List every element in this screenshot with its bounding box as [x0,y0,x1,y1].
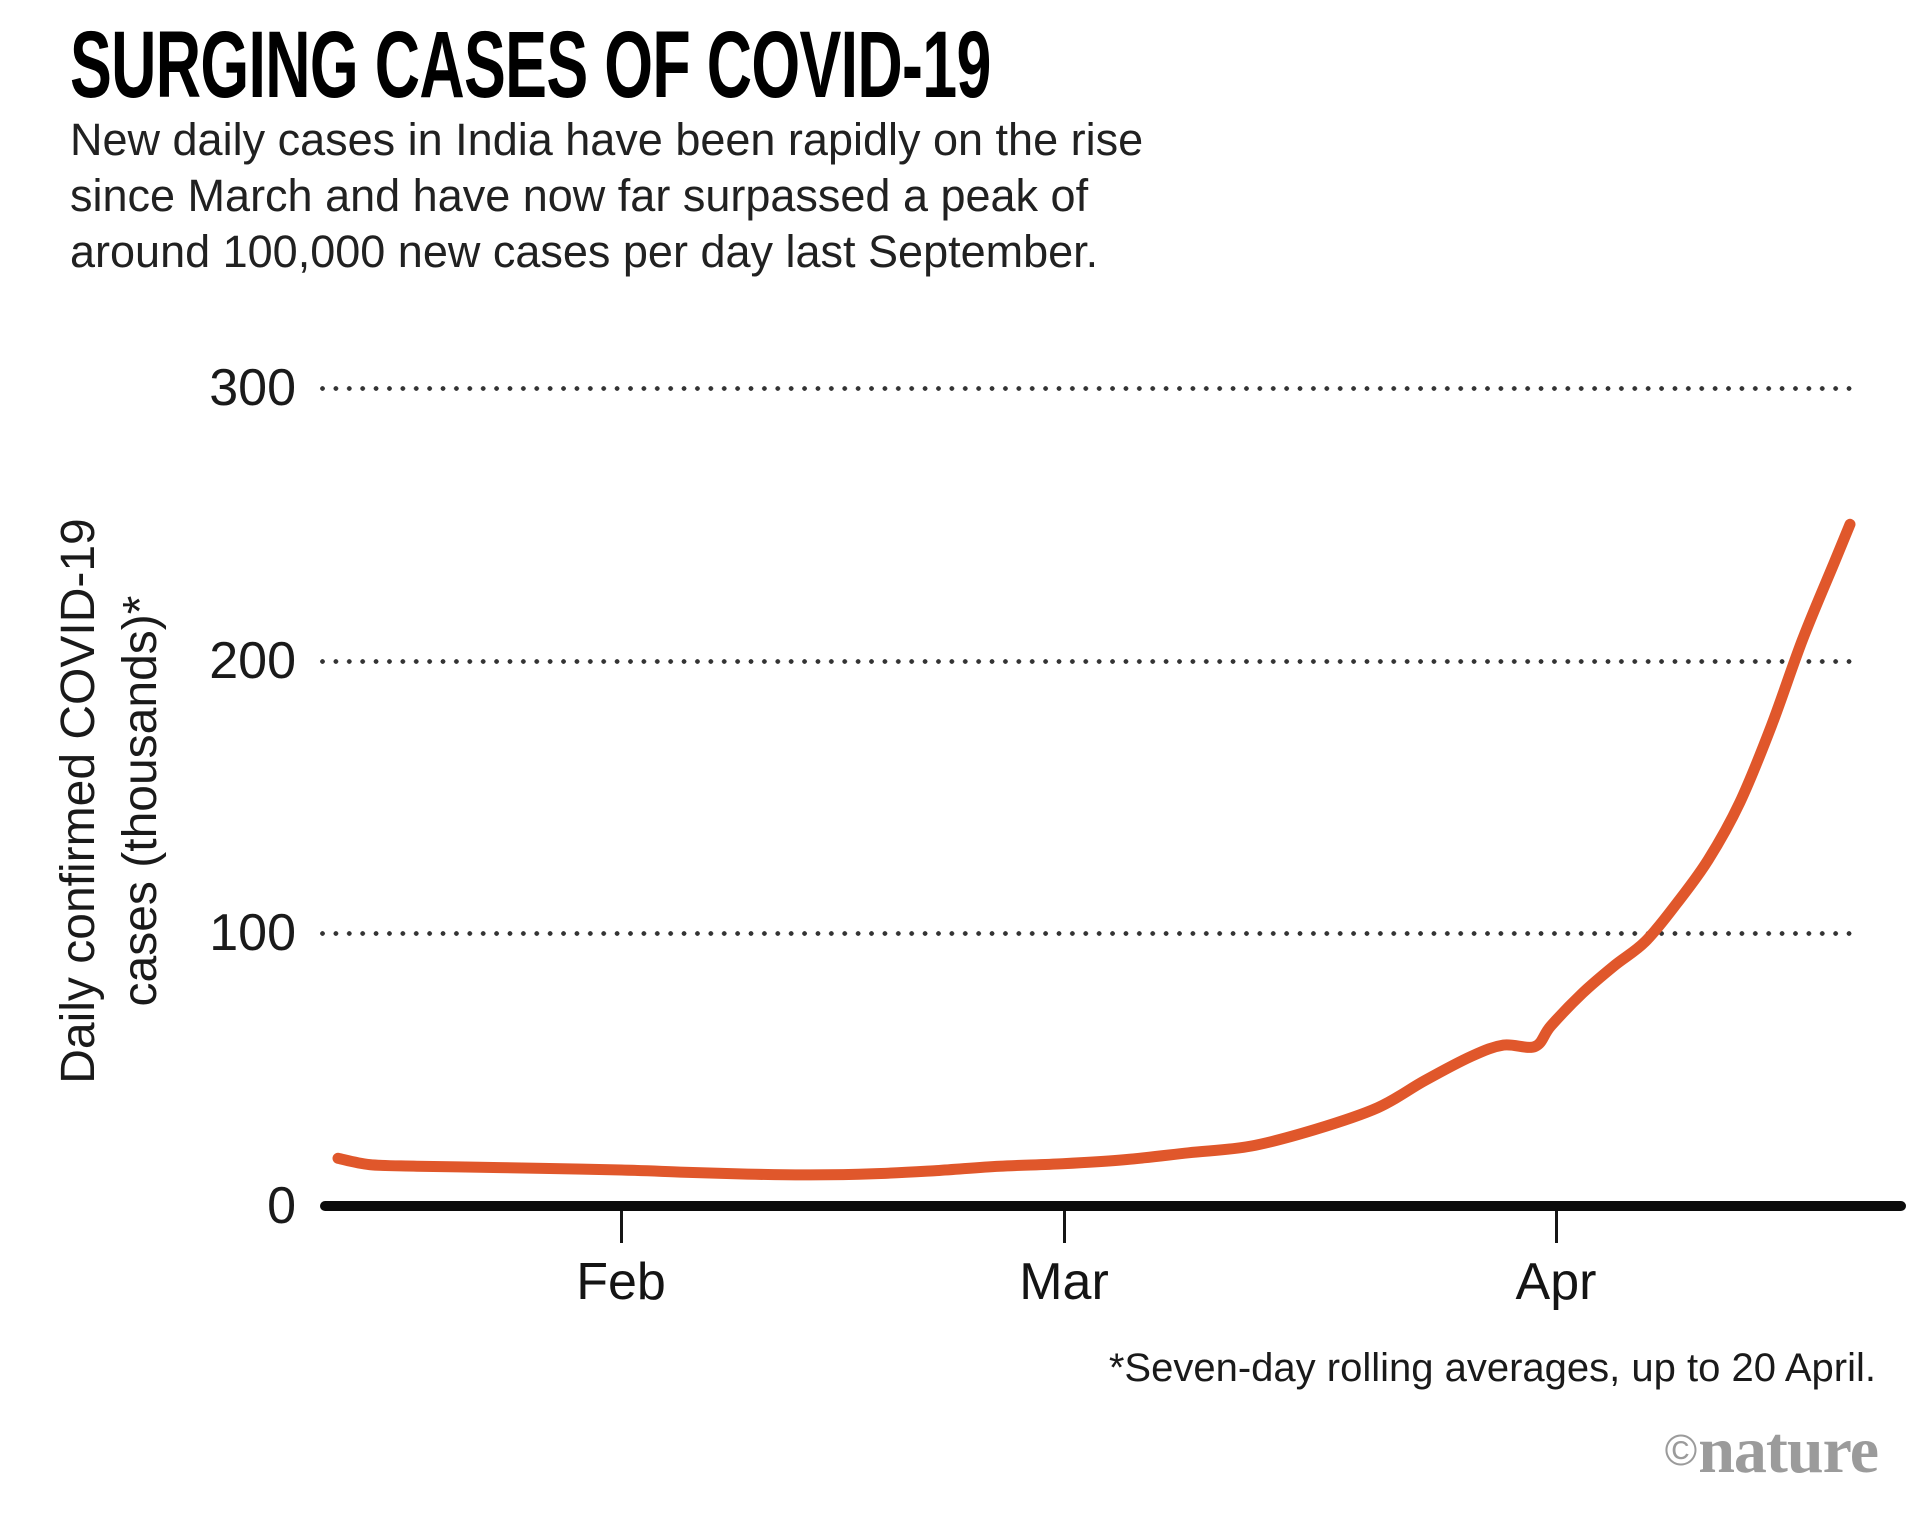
subtitle-line-3: around 100,000 new cases per day last Se… [70,226,1099,277]
y-tick-label-100: 100 [209,904,296,962]
x-tick-label-apr: Apr [1515,1253,1597,1311]
x-tick-feb [620,1211,623,1243]
copyright-icon: © [1664,1426,1697,1475]
y-axis-label-line-1: Daily confirmed COVID-19 [52,518,105,1084]
page-title: SURGING CASES OF COVID-19 [70,12,991,118]
x-tick-label-mar: Mar [1019,1253,1109,1311]
nature-logo: ©nature [1664,1418,1879,1491]
y-tick-label-300: 300 [209,359,296,417]
gridline-300 [320,386,1853,391]
x-axis-line [320,1201,1906,1211]
cases-line-chart [332,518,1856,1181]
subtitle-line-1: New daily cases in India have been rapid… [70,114,1144,165]
y-axis-label: Daily confirmed COVID-19 cases (thousand… [48,351,178,1251]
chart-subtitle: New daily cases in India have been rapid… [70,112,1220,280]
cases-series-line [332,518,1856,1181]
y-tick-label-0: 0 [267,1177,296,1235]
x-tick-mar [1063,1211,1066,1243]
nature-brand-text: nature [1698,1414,1879,1487]
gridline-200 [320,659,1853,664]
x-tick-label-feb: Feb [576,1253,666,1311]
subtitle-line-2: since March and have now far surpassed a… [70,170,1089,221]
y-tick-label-200: 200 [209,632,296,690]
footnote: *Seven-day rolling averages, up to 20 Ap… [1108,1346,1876,1390]
y-axis-label-line-2: cases (thousands)* [114,595,167,1007]
gridline-100 [320,931,1853,936]
x-tick-apr [1555,1211,1558,1243]
